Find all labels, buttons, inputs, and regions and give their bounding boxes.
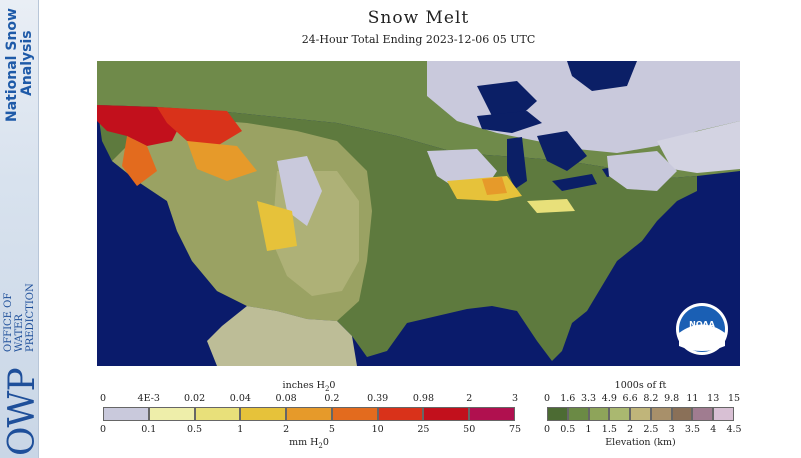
owp-name-line2: WATER	[14, 314, 25, 352]
owp-name-line3: PREDICTION	[25, 283, 36, 352]
elev-swatch	[650, 407, 672, 421]
elev-swatch	[713, 407, 734, 421]
melt-tick-label: 0.2	[324, 393, 340, 404]
melt-swatch	[286, 407, 332, 421]
elev-tick-label: 4	[710, 424, 717, 435]
sidebar-banner: National Snow Analysis OFFICE OF WATER P…	[0, 0, 43, 458]
unit-inches-sub: 2	[324, 384, 330, 393]
unit-mm-suffix: 0	[322, 437, 329, 448]
elev-tick-label: 4.9	[601, 393, 617, 404]
unit-inches-suffix: 0	[329, 380, 336, 391]
melt-colorado	[257, 201, 297, 251]
melt-tick-label: 25	[417, 424, 430, 435]
melt-tick-label: 0.98	[412, 393, 435, 404]
melt-tick-label: 75	[508, 424, 522, 435]
map-title: Snow Melt	[367, 8, 470, 28]
melt-ohio-valley	[527, 199, 575, 213]
elev-tick-label: 15	[727, 393, 741, 404]
owp-logo: OWP	[2, 368, 43, 456]
melt-idaho-montana	[187, 141, 257, 181]
melt-swatch	[240, 407, 287, 421]
melt-northern-rockies	[157, 107, 242, 146]
northeast-snow	[607, 151, 677, 191]
elev-tick-label: 2.5	[643, 424, 659, 435]
melt-tick-label: 2	[466, 393, 473, 404]
melt-swatch	[377, 407, 424, 421]
elev-swatch	[547, 407, 568, 421]
melt-swatch	[148, 407, 195, 421]
melt-pacific-northwest	[97, 105, 182, 146]
elev-tick-label: 0	[543, 393, 551, 404]
melt-swatch	[194, 407, 241, 421]
melt-tick-label: 2	[283, 424, 290, 435]
elev-tick-label: 2	[627, 424, 634, 435]
melt-tick-label: 0.08	[275, 393, 297, 404]
melt-tick-label: 50	[463, 424, 476, 435]
map-subtitle: 24-Hour Total Ending 2023-12-06 05 UTC	[301, 33, 536, 46]
melt-tick-label: 0.04	[229, 393, 251, 404]
elev-swatch	[630, 407, 651, 421]
melt-great-lakes-peak	[482, 177, 507, 195]
elev-swatch	[692, 407, 714, 421]
elev-tick-label: 3.5	[684, 424, 700, 435]
mexico-land	[207, 306, 357, 366]
elev-swatch	[567, 407, 589, 421]
elev-swatch	[609, 407, 631, 421]
elev-tick-label: 6.6	[622, 393, 638, 404]
melt-tick-label: 0	[99, 424, 107, 435]
elev-tick-label: 9.8	[664, 393, 680, 404]
rockies-snow	[277, 156, 322, 226]
melt-swatch	[103, 407, 149, 421]
noaa-logo-text: NOAA	[689, 320, 715, 329]
melt-tick-label: 3	[511, 393, 519, 404]
melt-legend-unit-mm: mm H20	[103, 437, 515, 450]
elev-tick-label: 0.5	[560, 424, 576, 435]
unit-inches-prefix: inches H	[282, 380, 325, 391]
elev-swatch	[588, 407, 610, 421]
melt-tick-label: 0.02	[183, 393, 206, 404]
melt-tick-label: 5	[328, 424, 335, 435]
elev-tick-label: 1	[585, 424, 592, 435]
elev-legend-caption: Elevation (km)	[605, 437, 676, 448]
melt-tick-label: 0.39	[367, 393, 389, 404]
canada-snow-east	[657, 121, 740, 173]
unit-mm-prefix: mm H	[289, 437, 319, 448]
melt-swatch	[331, 407, 378, 421]
elev-tick-label: 3.3	[580, 393, 597, 404]
melt-tick-label: 0.5	[186, 424, 203, 435]
elev-tick-label: 11	[686, 393, 699, 404]
elev-tick-label: 13	[707, 393, 720, 404]
melt-swatch	[423, 407, 470, 421]
melt-tick-label: 10	[371, 424, 384, 435]
elev-tick-label: 1.6	[560, 393, 576, 404]
melt-cascades	[122, 136, 157, 186]
unit-mm-sub: 2	[318, 441, 323, 450]
melt-tick-label: 4E-3	[137, 393, 160, 404]
elev-tick-label: 1.5	[601, 424, 617, 435]
elev-legend-title: 1000s of ft	[614, 380, 667, 391]
melt-tick-label: 0.1	[141, 424, 157, 435]
melt-tick-label: 0	[99, 393, 107, 404]
elev-tick-label: 4.5	[726, 424, 742, 435]
owp-name-line1: OFFICE OF	[3, 292, 14, 352]
melt-tick-label: 1	[237, 424, 244, 435]
bay-water	[477, 81, 537, 119]
elev-tick-label: 0	[543, 424, 551, 435]
elev-tick-label: 3	[668, 424, 675, 435]
noaa-logo: NOAA	[676, 303, 728, 355]
sidebar-title-line2: Analysis	[19, 30, 35, 96]
melt-legend-unit-inches: inches H20	[103, 380, 515, 393]
sidebar-title-line1: National Snow	[4, 8, 20, 122]
bay-water-2	[567, 61, 637, 91]
elev-tick-label: 8.2	[643, 393, 659, 404]
melt-swatch	[469, 407, 515, 421]
snow-melt-map: NOAA	[97, 61, 740, 366]
elev-swatch	[671, 407, 693, 421]
